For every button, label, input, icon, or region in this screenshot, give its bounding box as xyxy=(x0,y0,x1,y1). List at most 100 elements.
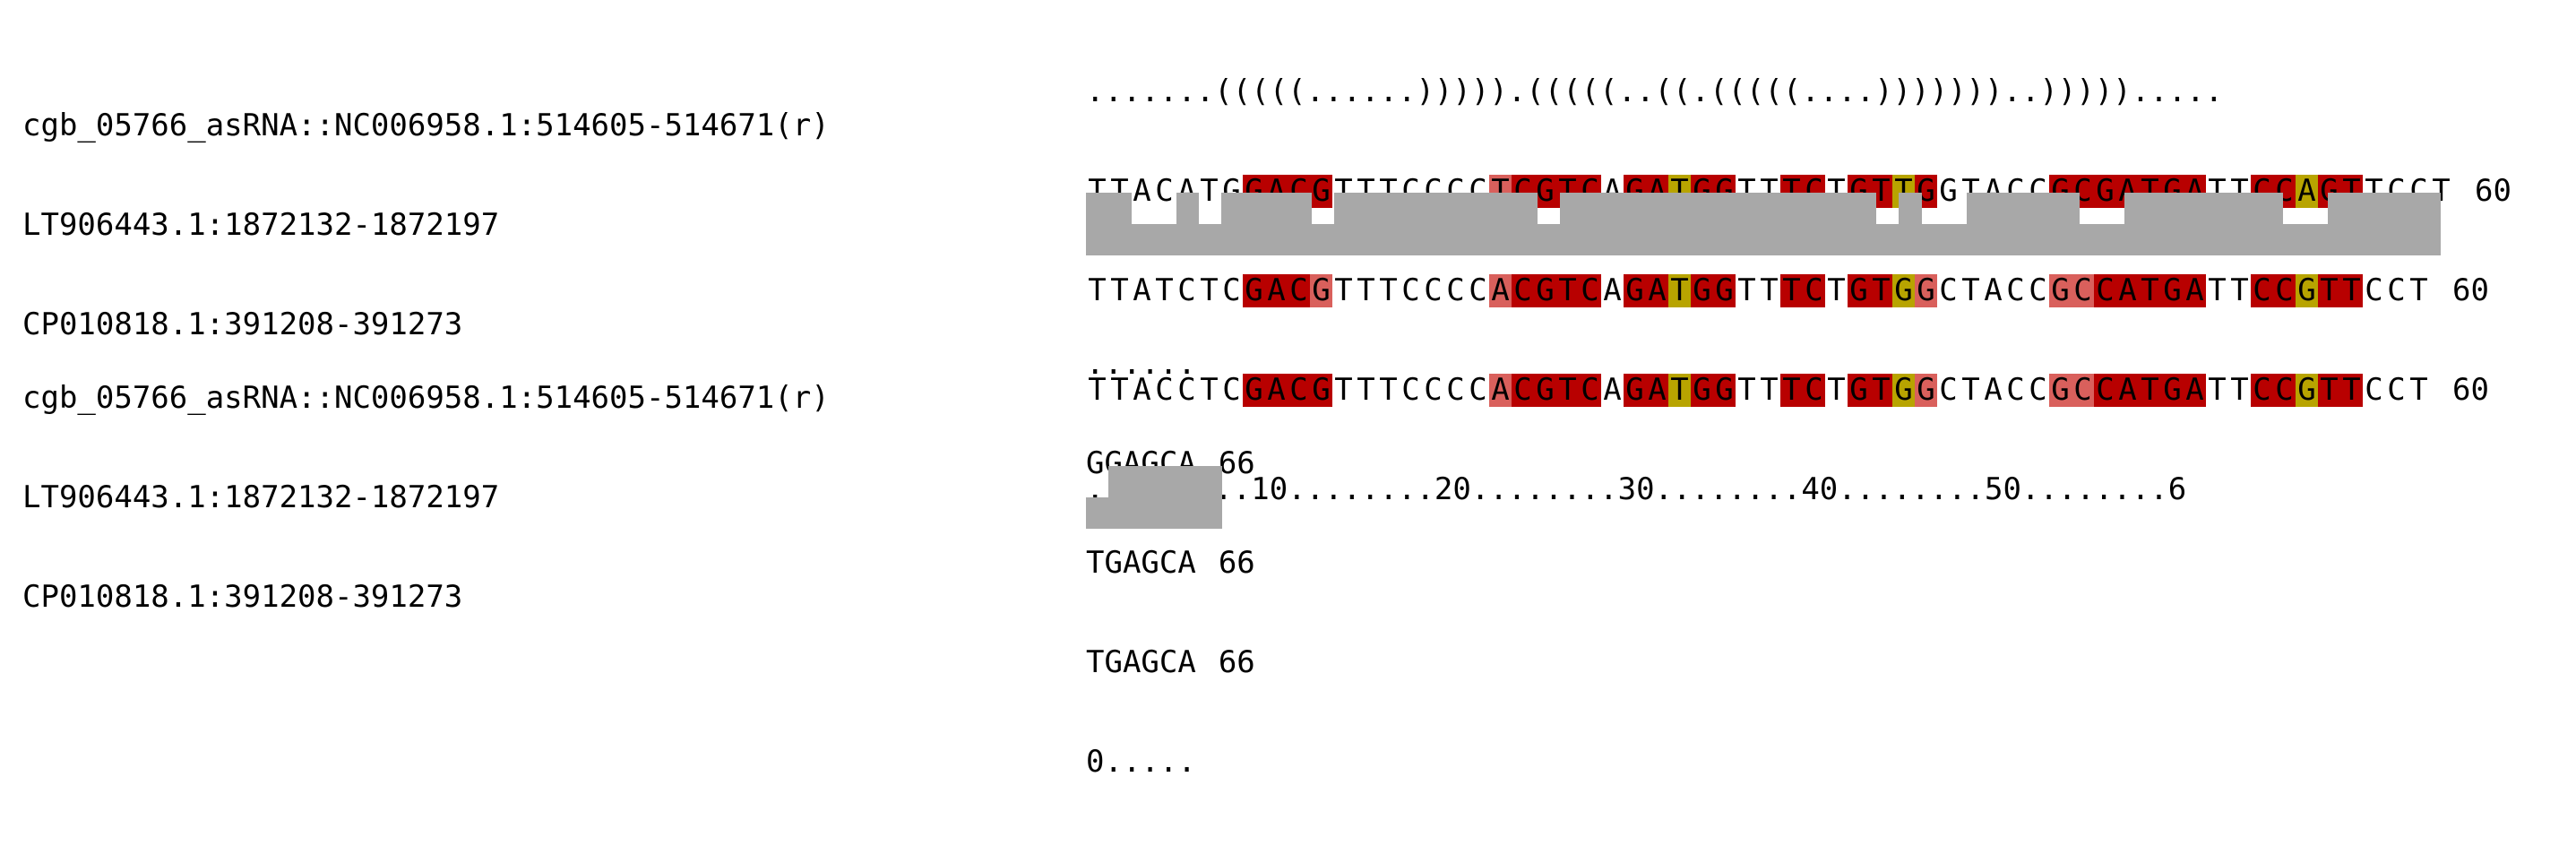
conservation-bar xyxy=(1853,193,1877,255)
sequence: TGAGCA xyxy=(1086,644,1196,680)
nucleotide: A xyxy=(1489,274,1512,307)
conservation-track-2 xyxy=(1086,466,1222,529)
nucleotide: A xyxy=(1646,274,1668,307)
nucleotide: A xyxy=(2184,374,2206,407)
conservation-bar xyxy=(1288,193,1313,255)
nucleotide: T xyxy=(1780,274,1803,307)
nucleotide: C xyxy=(2365,272,2383,308)
nucleotide: C xyxy=(2273,374,2296,407)
nucleotide: A xyxy=(1133,173,1151,209)
nucleotide: C xyxy=(1177,272,1196,308)
nucleotide: C xyxy=(2006,372,2025,408)
nucleotide: G xyxy=(1892,274,1915,307)
nucleotide: C xyxy=(1803,274,1825,307)
nucleotide: G xyxy=(1243,274,1265,307)
conservation-bar xyxy=(1808,193,1832,255)
conservation-bar xyxy=(1199,224,1222,255)
nucleotide: C xyxy=(2072,274,2094,307)
nucleotide: T xyxy=(1556,374,1579,407)
conservation-bar xyxy=(1221,193,1245,255)
nucleotide: C xyxy=(1512,374,1534,407)
conservation-bar xyxy=(1605,193,1629,255)
nucleotide: T xyxy=(1827,272,1846,308)
conservation-bar xyxy=(1469,193,1494,255)
nucleotide: T xyxy=(1357,372,1375,408)
nucleotide: T xyxy=(1760,272,1779,308)
nucleotide: C xyxy=(1579,374,1601,407)
conservation-bar xyxy=(1763,193,1787,255)
nucleotide: C xyxy=(2029,372,2047,408)
nucleotide: A xyxy=(2116,374,2139,407)
nucleotide: C xyxy=(1512,274,1534,307)
nucleotide: C xyxy=(1469,372,1487,408)
conservation-bar xyxy=(2056,193,2081,255)
nucleotide: T xyxy=(2409,272,2428,308)
conservation-bar xyxy=(1086,193,1109,255)
nucleotide: C xyxy=(1939,372,1958,408)
conservation-bar xyxy=(1899,193,1922,255)
conservation-bar xyxy=(2192,193,2216,255)
conservation-bar xyxy=(1176,193,1200,255)
end-position: 66 xyxy=(1218,644,1255,680)
conservation-bar xyxy=(1334,193,1357,255)
nucleotide: G xyxy=(1243,374,1265,407)
conservation-bar xyxy=(2328,193,2351,255)
nucleotide: G xyxy=(2161,374,2184,407)
nucleotide: C xyxy=(1288,274,1310,307)
nucleotide: C xyxy=(1579,274,1601,307)
sequence-name: cgb_05766_asRNA::NC006958.1:514605-51467… xyxy=(22,108,830,143)
nucleotide: T xyxy=(1155,272,1174,308)
nucleotide: C xyxy=(1446,372,1465,408)
nucleotide: T xyxy=(1668,374,1691,407)
nucleotide: T xyxy=(1088,272,1107,308)
nucleotide: A xyxy=(2184,274,2206,307)
nucleotide: G xyxy=(1939,173,1958,209)
conservation-track-1 xyxy=(1086,193,2442,255)
sequence-row: TGAGCA 66 xyxy=(1086,547,1255,580)
conservation-bar xyxy=(1401,193,1426,255)
nucleotide: T xyxy=(1357,272,1375,308)
nucleotide: T xyxy=(2340,274,2363,307)
nucleotide: T xyxy=(1870,374,1892,407)
nucleotide: A xyxy=(1603,372,1622,408)
conservation-bar xyxy=(1447,193,1470,255)
nucleotide: G xyxy=(2296,274,2318,307)
nucleotide: C xyxy=(1469,272,1487,308)
nucleotide: T xyxy=(1334,372,1353,408)
conservation-bar xyxy=(1108,466,1222,529)
conservation-bar xyxy=(1244,193,1268,255)
conservation-bar xyxy=(2215,193,2238,255)
nucleotide: G xyxy=(2161,274,2184,307)
nucleotide: C xyxy=(1177,372,1196,408)
nucleotide: G xyxy=(1713,374,1736,407)
nucleotide: T xyxy=(1379,372,1398,408)
nucleotide: C xyxy=(1222,272,1241,308)
nucleotide: C xyxy=(1222,372,1241,408)
nucleotide: T xyxy=(1088,372,1107,408)
conservation-bar xyxy=(1673,193,1696,255)
nucleotide: A xyxy=(1489,374,1512,407)
nucleotide: T xyxy=(1961,372,1980,408)
nucleotide: G xyxy=(1713,274,1736,307)
nucleotide: G xyxy=(1310,374,1332,407)
conservation-bar xyxy=(1492,193,1516,255)
nucleotide: G xyxy=(1848,274,1870,307)
sequence-name: CP010818.1:391208-391273 xyxy=(22,579,463,615)
conservation-bar xyxy=(2282,224,2306,255)
nucleotide: G xyxy=(1691,274,1713,307)
conservation-bar xyxy=(1266,193,1290,255)
nucleotide: T xyxy=(1200,372,1219,408)
nucleotide: T xyxy=(1737,272,1756,308)
conservation-bar xyxy=(2373,193,2397,255)
nucleotide: C xyxy=(2387,372,2406,408)
secondary-structure: .......(((((......))))).(((((..((.(((((.… xyxy=(1086,73,2224,109)
conservation-bar xyxy=(1943,224,1968,255)
nucleotide: C xyxy=(2251,374,2273,407)
nucleotide: C xyxy=(2029,272,2047,308)
sequence-name: cgb_05766_asRNA::NC006958.1:514605-51467… xyxy=(22,380,830,416)
conservation-bar xyxy=(1425,193,1448,255)
nucleotide: C xyxy=(1939,272,1958,308)
nucleotide: C xyxy=(1803,374,1825,407)
nucleotide: G xyxy=(1915,374,1937,407)
